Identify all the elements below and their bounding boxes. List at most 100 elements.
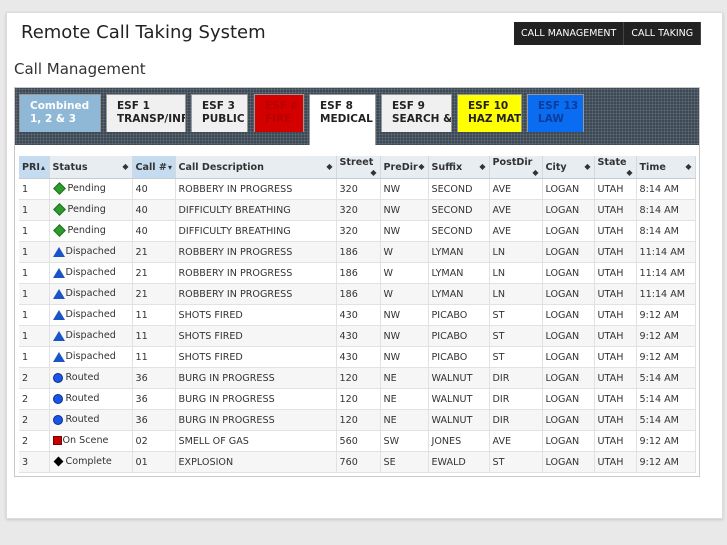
tab-esf-7[interactable]: ESF 13 LAW	[527, 94, 584, 132]
table-row[interactable]: 1 Dispached 11 SHOTS FIRED 430 NW PICABO ST LOGA…	[19, 346, 696, 368]
cell-status: Pending	[49, 199, 133, 221]
sort-icon[interactable]: ▾	[167, 162, 172, 172]
table-row[interactable]: 2 Routed 36 BURG IN PROGRESS 120 NE WALNUT DIR L…	[19, 367, 696, 389]
cell-call: 02	[132, 430, 176, 452]
cell-pri: 1	[19, 178, 50, 200]
column-header-call[interactable]: Call #▾	[132, 156, 176, 179]
column-header-label: PRI	[22, 161, 40, 173]
nav-call-management[interactable]: CALL MANAGEMENT	[514, 22, 625, 45]
tab-label-line2: FIRE	[265, 113, 292, 125]
sort-icon[interactable]: ◆	[584, 161, 591, 171]
cell-call: 36	[132, 409, 176, 431]
cell-suffix: LYMAN	[428, 262, 490, 284]
cell-call: 21	[132, 262, 176, 284]
cell-suffix: EWALD	[428, 451, 490, 473]
column-header-label: PreDir	[383, 161, 418, 173]
table-row[interactable]: 1 Dispached 21 ROBBERY IN PROGRESS 186 W LYMAN…	[19, 241, 696, 263]
cell-desc: ROBBERY IN PROGRESS	[175, 241, 337, 263]
cell-postdir: DIR	[489, 367, 543, 389]
table-row[interactable]: 1 Pending 40 DIFFICULTY BREATHING 320 NW SECON…	[19, 220, 696, 242]
column-header-city[interactable]: City ◆	[542, 156, 595, 179]
table-row[interactable]: 1 Dispached 11 SHOTS FIRED 430 NW PICABO ST LOGA…	[19, 325, 696, 347]
cell-desc: SHOTS FIRED	[175, 304, 337, 326]
sort-icon[interactable]: ◆	[122, 161, 129, 171]
column-header-label: Call Description	[178, 161, 264, 173]
dispatched-icon	[52, 288, 65, 299]
table-row[interactable]: 1 Pending 40 DIFFICULTY BREATHING 320 NW SECON…	[19, 199, 696, 221]
cell-city: LOGAN	[542, 451, 595, 473]
table-row[interactable]: 2 Routed 36 BURG IN PROGRESS 120 NE WALNUT DIR L…	[19, 388, 696, 410]
table-row[interactable]: 1 Dispached 21 ROBBERY IN PROGRESS 186 W LYMAN…	[19, 283, 696, 305]
cell-state: UTAH	[594, 283, 637, 305]
cell-street: 320	[336, 220, 381, 242]
cell-status: Routed	[49, 367, 133, 389]
cell-postdir: LN	[489, 262, 543, 284]
cell-city: LOGAN	[542, 220, 595, 242]
cell-suffix: LYMAN	[428, 283, 490, 305]
tab-esf-0[interactable]: Combined 1, 2 & 3	[19, 94, 101, 132]
dispatched-icon	[52, 267, 65, 278]
table-row[interactable]: 1 Dispached 21 ROBBERY IN PROGRESS 186 W LYMAN…	[19, 262, 696, 284]
cell-predir: SE	[380, 451, 429, 473]
column-header-time[interactable]: Time ◆	[636, 156, 696, 179]
cell-city: LOGAN	[542, 409, 595, 431]
cell-call: 11	[132, 304, 176, 326]
cell-status: Complete	[49, 451, 133, 473]
tab-label-line1: ESF 9	[392, 100, 425, 112]
table-row[interactable]: 1 Dispached 11 SHOTS FIRED 430 NW PICABO ST LOGA…	[19, 304, 696, 326]
cell-predir: NW	[380, 346, 429, 368]
column-header-state[interactable]: State ◆	[594, 156, 637, 179]
status-label: Pending	[67, 204, 106, 216]
table-row[interactable]: 3 Complete 01 EXPLOSION 760 SE EWALD ST LOGAN UTA…	[19, 451, 696, 473]
sort-icon[interactable]: ◆	[532, 168, 539, 177]
status-label: Pending	[67, 225, 106, 237]
tab-esf-4[interactable]: ESF 8 MEDICAL	[309, 94, 376, 145]
sort-icon[interactable]: ◆	[685, 161, 692, 171]
tab-esf-3[interactable]: ESF 4 FIRE	[254, 94, 304, 132]
cell-postdir: LN	[489, 241, 543, 263]
cell-time: 9:12 AM	[636, 304, 696, 326]
column-header-postdir[interactable]: PostDir ◆	[489, 156, 543, 179]
cell-state: UTAH	[594, 304, 637, 326]
tab-esf-2[interactable]: ESF 3 PUBLIC	[191, 94, 248, 132]
tab-label-line2: MEDICAL	[320, 113, 373, 125]
column-header-street[interactable]: Street ◆	[336, 156, 381, 179]
cell-status: Dispached	[49, 304, 133, 326]
cell-postdir: AVE	[489, 178, 543, 200]
column-header-pri[interactable]: PRI▴	[19, 156, 50, 179]
cell-time: 8:14 AM	[636, 178, 696, 200]
column-header-suffix[interactable]: Suffix ◆	[428, 156, 490, 179]
sort-icon[interactable]: ◆	[326, 161, 333, 171]
sort-icon[interactable]: ▴	[41, 162, 46, 172]
sort-icon[interactable]: ◆	[626, 168, 633, 177]
table-row[interactable]: 2 On Scene 02 SMELL OF GAS 560 SW JONES AVE LOGA…	[19, 430, 696, 452]
nav-call-taking[interactable]: CALL TAKING	[624, 22, 702, 45]
column-header-status[interactable]: Status ◆	[49, 156, 133, 179]
tab-esf-6[interactable]: ESF 10 HAZ MAT	[457, 94, 522, 132]
cell-street: 120	[336, 367, 381, 389]
cell-street: 560	[336, 430, 381, 452]
cell-call: 21	[132, 241, 176, 263]
pending-icon	[52, 203, 66, 217]
routed-icon	[52, 393, 63, 404]
cell-call: 11	[132, 346, 176, 368]
cell-street: 186	[336, 262, 381, 284]
cell-time: 8:14 AM	[636, 199, 696, 221]
cell-state: UTAH	[594, 220, 637, 242]
cell-desc: SHOTS FIRED	[175, 346, 337, 368]
sort-icon[interactable]: ◆	[370, 168, 377, 177]
cell-street: 320	[336, 199, 381, 221]
table-row[interactable]: 2 Routed 36 BURG IN PROGRESS 120 NE WALNUT DIR L…	[19, 409, 696, 431]
cell-street: 120	[336, 409, 381, 431]
column-header-call-description[interactable]: Call Description ◆	[175, 156, 337, 179]
sort-icon[interactable]: ◆	[479, 161, 486, 171]
column-header-predir[interactable]: PreDir ◆	[380, 156, 429, 179]
complete-icon	[53, 456, 63, 467]
cell-predir: NW	[380, 304, 429, 326]
tab-esf-5[interactable]: ESF 9 SEARCH &	[381, 94, 452, 132]
sort-icon[interactable]: ◆	[418, 161, 425, 171]
table-row[interactable]: 1 Pending 40 ROBBERY IN PROGRESS 320 NW SECOND…	[19, 178, 696, 200]
cell-predir: NW	[380, 325, 429, 347]
cell-pri: 1	[19, 346, 50, 368]
